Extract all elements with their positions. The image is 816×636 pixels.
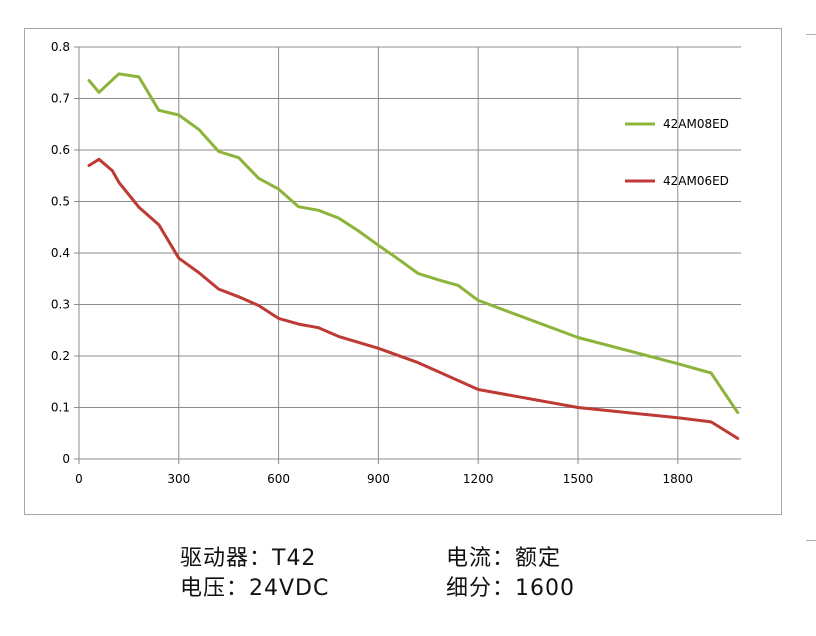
y-tick-label: 0.5 xyxy=(51,195,70,209)
spec-driver: 驱动器：T42 xyxy=(180,546,317,571)
x-tick-label: 600 xyxy=(267,472,290,486)
x-tick-label: 300 xyxy=(167,472,190,486)
edge-mark-bottom xyxy=(806,540,816,541)
series-line-42am08ed xyxy=(87,72,740,415)
spec-current: 电流：额定 xyxy=(446,546,562,571)
x-tick-label: 1200 xyxy=(463,472,494,486)
y-tick-label: 0.2 xyxy=(51,349,70,363)
x-tick-label: 900 xyxy=(367,472,390,486)
edge-mark-top xyxy=(806,34,816,35)
x-tick-label: 1800 xyxy=(663,472,694,486)
y-tick-label: 0.8 xyxy=(51,40,70,54)
chart-frame: 0 0.1 0.2 0.3 0.4 0.5 0.6 0.7 0.8 0 300 600 900 1200 1… xyxy=(24,28,782,515)
legend-label-42am08ed: 42AM08ED xyxy=(663,117,729,131)
x-tick-label: 1500 xyxy=(563,472,594,486)
legend-label-42am06ed: 42AM06ED xyxy=(663,174,729,188)
line-chart: 0 0.1 0.2 0.3 0.4 0.5 0.6 0.7 0.8 0 300 600 900 1200 1… xyxy=(51,40,741,486)
y-tick-label: 0 xyxy=(62,452,70,466)
y-tick-label: 0.3 xyxy=(51,298,70,312)
y-tick-label: 0.4 xyxy=(51,246,70,260)
y-tick-label: 0.6 xyxy=(51,143,70,157)
y-tick-label: 0.7 xyxy=(51,92,70,106)
y-tick-label: 0.1 xyxy=(51,401,70,415)
series-line-42am06ed xyxy=(87,157,740,440)
spec-microstep: 细分：1600 xyxy=(446,576,575,601)
spec-voltage: 电压：24VDC xyxy=(180,576,330,601)
x-tick-label: 0 xyxy=(75,472,83,486)
